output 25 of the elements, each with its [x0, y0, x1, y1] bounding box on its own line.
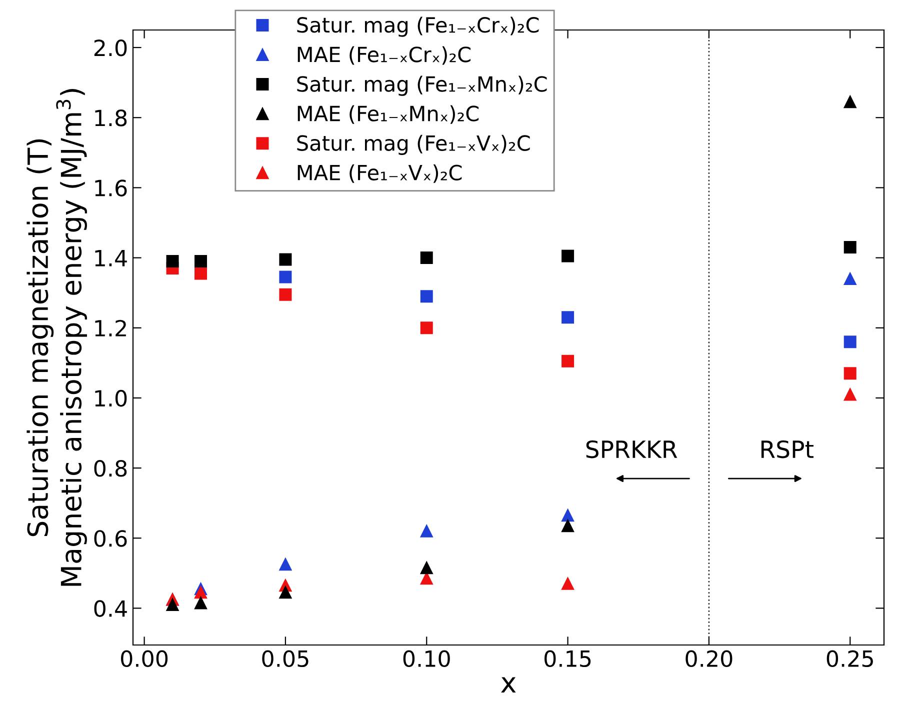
y-tick-label: 1.4 — [95, 250, 127, 266]
legend-label: Satur. mag (Fe₁₋ₓMnₓ)₂C — [297, 76, 547, 96]
y-tick-label: 1.6 — [95, 180, 127, 196]
legend-label: MAE (Fe₁₋ₓMnₓ)₂C — [298, 105, 479, 124]
y-tick-label: 0.8 — [94, 460, 127, 477]
legend-label: Satur. mag (Fe₁₋ₓCrₓ)₂C — [297, 16, 539, 37]
x-tick-label: 0.00 — [121, 650, 168, 668]
legend-label: MAE (Fe₁₋ₓCrₓ)₂C — [298, 46, 470, 65]
x-tick-label: 0.15 — [544, 650, 591, 668]
y-axis-title: Saturation magnetization (T) Magnetic anisotropy energy (MJ/m$^{3}$) — [26, 89, 87, 586]
legend-label: Satur. mag (Fe₁₋ₓVₓ)₂C — [297, 134, 530, 155]
x-tick-label: 0.25 — [826, 650, 873, 668]
y-tick-label: 2.0 — [94, 39, 127, 56]
x-tick-label: 0.20 — [686, 650, 732, 668]
annotation: SPRKKR — [586, 440, 678, 458]
y-tick-label: 1.0 — [95, 390, 127, 407]
x-axis-title: x — [501, 677, 516, 692]
x-tick-label: 0.05 — [262, 650, 308, 668]
x-tick-label: 0.10 — [403, 650, 450, 668]
y-tick-label: 0.4 — [94, 600, 127, 617]
y-tick-label: 1.2 — [95, 320, 126, 336]
legend-label: MAE (Fe₁₋ₓVₓ)₂C — [298, 164, 462, 183]
y-tick-label: 0.6 — [94, 530, 127, 547]
annotation: RSPt — [761, 440, 814, 458]
y-tick-label: 1.8 — [95, 110, 127, 126]
